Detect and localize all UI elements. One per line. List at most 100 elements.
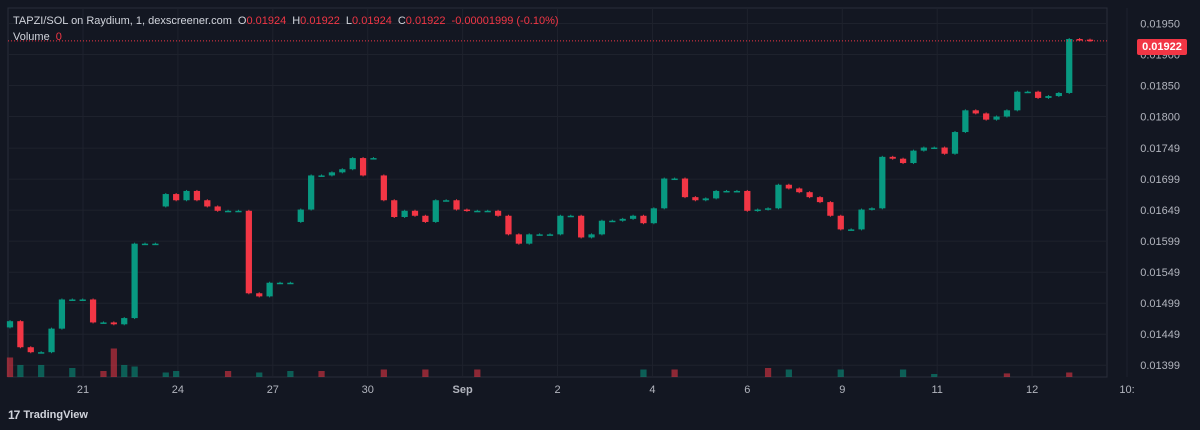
candle-body [287,282,294,285]
candle-body [588,234,595,238]
candle-body [256,293,263,297]
candle-body [557,215,564,235]
close-value: 0.01922 [405,15,446,27]
candle-body [48,328,55,353]
candle-body [1034,91,1042,98]
candle-body [484,210,491,213]
volume-bar [899,369,907,377]
y-tick-label: 0.01800 [1140,112,1180,124]
tradingview-logo-icon: 17 [8,408,20,422]
candle-body [432,200,439,222]
volume-bar [100,371,107,377]
candle-body [910,150,917,164]
candle-body [162,194,169,207]
candle-body [983,113,990,120]
chart-grid [7,7,1128,378]
candle-body [308,175,315,210]
candle-body [619,218,626,221]
candle-body [920,147,927,151]
volume-bar [764,368,772,377]
x-tick-label: 30 [362,384,374,396]
candle-body [837,215,844,230]
x-tick-label: 4 [649,384,655,396]
candle-body [411,210,419,216]
candle-body [17,321,24,348]
candle-body [183,190,190,201]
y-tick-label: 0.01399 [1140,360,1180,372]
candle-body [245,210,252,294]
open-value: 0.01924 [246,15,287,27]
candle-body [1066,39,1073,93]
tradingview-logo[interactable]: 17 TradingView [8,408,88,422]
candle-body [121,318,128,325]
candle-body [775,184,782,209]
y-tick-label: 0.01699 [1140,174,1180,186]
x-tick-label: Sep [453,384,473,396]
volume-bar [121,365,128,377]
candle-body [69,299,76,301]
tradingview-name: TradingView [23,409,88,421]
candle-body [951,132,959,154]
volume-bar [422,369,429,377]
candle-body [1003,110,1011,117]
volume-bar [173,371,180,377]
y-tick-label: 0.01649 [1140,205,1180,217]
volume-bar [837,369,844,377]
candle-body [328,172,336,176]
candle-body [536,234,543,236]
volume-bar [38,365,45,377]
low-label: L [345,15,353,27]
y-tick-label: 0.01599 [1140,236,1180,248]
candle-body [681,178,689,198]
candle-body [276,282,284,285]
candle-body [193,190,201,201]
candle-body [941,147,948,154]
low-value: 0.01924 [352,15,392,27]
candle-body [754,209,761,212]
volume-bar [640,369,647,377]
candle-body [931,147,938,150]
candle-body [744,190,751,211]
volume-bar [474,369,481,377]
candle-body [100,322,107,324]
x-tick-label: 2 [554,384,560,396]
candle-body [318,175,325,177]
candle-body [713,190,720,199]
candle-body [453,200,460,210]
candle-body [858,209,865,230]
candle-body [370,158,377,160]
candle-body [297,209,304,222]
candle-body [889,156,896,159]
candle-body [515,234,522,244]
y-tick-label: 0.01749 [1140,143,1180,155]
candle-body [474,210,481,213]
x-tick-label: 24 [172,384,184,396]
candle-body [131,243,138,319]
candle-body [380,175,387,201]
x-tick-label: 6 [744,384,750,396]
candle-body [1076,39,1083,41]
volume-bar [131,366,138,377]
candle-body [578,215,585,238]
candle-body [526,234,533,244]
candle-body [671,178,678,181]
candle-body [391,200,398,217]
candle-body [785,184,792,189]
candle-body [567,215,574,218]
last-price-tag: 0.01922 [1137,39,1187,55]
candle-body [1055,92,1062,97]
candle-body [692,197,699,201]
candle-body [1024,91,1031,94]
candle-body [401,210,408,217]
candle-body [972,110,979,114]
volume-bar [287,371,294,377]
volume-bar [931,374,938,377]
candle-body [204,200,211,207]
candle-body [796,188,803,193]
candle-body [609,220,616,223]
candle-body [235,210,242,213]
candle-body [1086,39,1094,42]
candle-body [993,116,1000,120]
candle-body [79,299,86,301]
